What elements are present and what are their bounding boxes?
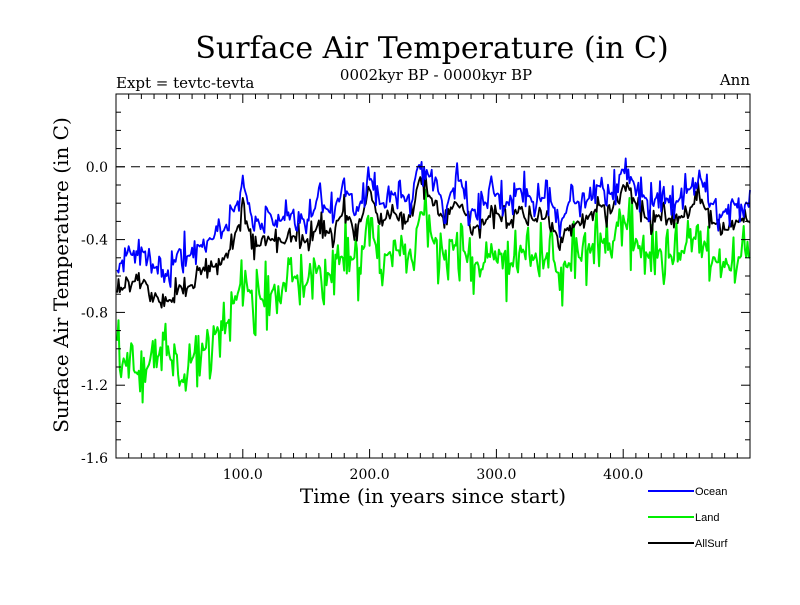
tick-marks xyxy=(116,94,750,458)
x-tick-label: 200.0 xyxy=(350,467,390,483)
x-tick-label: 300.0 xyxy=(476,467,516,483)
y-tick-label: -0.8 xyxy=(81,305,108,321)
series-line-allsurf xyxy=(116,171,751,309)
chart-subtitle: 0002kyr BP - 0000kyr BP xyxy=(340,66,532,84)
series-line-ocean xyxy=(116,157,751,288)
tick-labels: 100.0 200.0 300.0 400.0 -1.6 -1.2 -0.8 -0.4 0.0 xyxy=(81,160,643,483)
x-tick-label: 100.0 xyxy=(223,467,263,483)
x-axis-label: Time (in years since start) xyxy=(300,484,566,508)
plot-frame xyxy=(115,93,751,459)
y-tick-label: -1.6 xyxy=(81,451,108,467)
x-tick-label: 400.0 xyxy=(603,467,643,483)
y-axis-label: Surface Air Temperature (in C) xyxy=(49,117,73,433)
chart-title: Surface Air Temperature (in C) xyxy=(195,31,668,66)
series-group xyxy=(116,157,751,404)
legend-label-ocean: Ocean xyxy=(695,486,727,498)
legend: Ocean Land AllSurf xyxy=(648,486,728,550)
experiment-note: Expt = tevtc-tevta xyxy=(116,74,254,92)
series-line-land xyxy=(116,188,751,404)
season-note: Ann xyxy=(719,71,750,89)
y-tick-label: -0.4 xyxy=(81,233,108,249)
y-tick-label: 0.0 xyxy=(86,160,108,176)
legend-label-allsurf: AllSurf xyxy=(695,538,728,550)
legend-label-land: Land xyxy=(695,512,719,524)
y-tick-label: -1.2 xyxy=(81,378,108,394)
